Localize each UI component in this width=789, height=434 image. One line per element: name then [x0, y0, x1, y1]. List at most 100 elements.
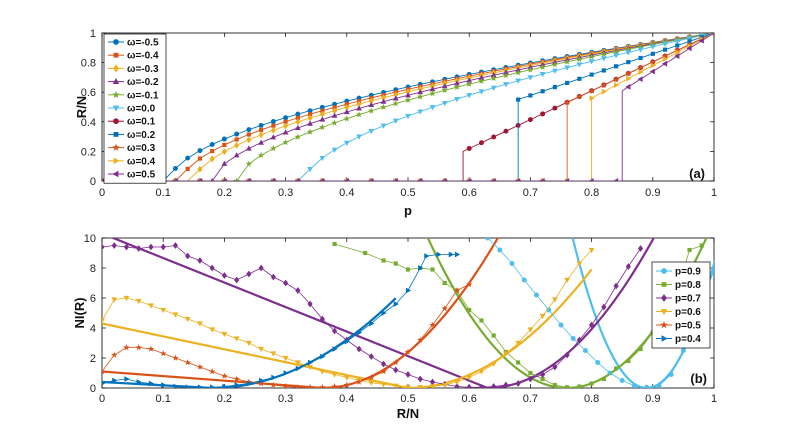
panel-b-point [516, 360, 521, 365]
panel-b-point [111, 297, 118, 303]
panel-b-point [233, 336, 240, 342]
panel-b-point [392, 359, 399, 366]
panel-a-point [588, 87, 595, 94]
panel-a-point [246, 145, 252, 151]
panel-a-point [662, 47, 668, 52]
panel-a-point [392, 178, 398, 181]
panel-b-point [381, 258, 386, 263]
panel-b-point [380, 360, 387, 368]
panel-a-point [540, 111, 546, 117]
panel-a-point [270, 118, 276, 124]
panel-b-x-tick-label: 0.4 [339, 393, 354, 405]
panel-a-point [637, 47, 644, 53]
panel-a-point [515, 78, 522, 84]
legend-marker [112, 105, 120, 112]
panel-a-point [564, 65, 570, 71]
panel-b-point [355, 378, 363, 385]
legend-marker [113, 52, 119, 58]
legend-marker [660, 321, 668, 329]
panel-b-point [320, 353, 326, 360]
panel-b-point [246, 340, 252, 347]
panel-a-point [441, 178, 447, 181]
panel-b-point [521, 277, 527, 283]
panel-b: 0 0.1 0.2 0.3 0.4 0.5 0.6 0.7 0.8 0.9 1 0 2 4 6 8 10 R/… [72, 233, 717, 421]
panel-a-point [331, 107, 338, 115]
panel-a-point [674, 53, 680, 59]
panel-a-point [344, 103, 350, 111]
panel-a-point [417, 178, 423, 181]
panel-a-point [478, 140, 484, 146]
legend-label: ω=-0.1 [127, 90, 159, 101]
panel-b-point [331, 383, 338, 388]
panel-b-point [588, 247, 595, 254]
panel-a-point [551, 61, 559, 68]
panel-a-point [612, 48, 620, 55]
panel-b-point [308, 359, 314, 366]
panel-a-point [650, 62, 656, 69]
panel-b-point [148, 243, 154, 251]
panel-b-x-tick-label: 0.7 [523, 393, 538, 405]
panel-a-point [626, 60, 631, 65]
panel-a-point [392, 100, 399, 107]
panel-b-point [234, 276, 240, 284]
panel-a-point [319, 116, 326, 122]
panel-b-point [539, 313, 546, 320]
panel-a-point [600, 56, 607, 62]
panel-b-point [112, 377, 118, 384]
panel-b-point [245, 378, 253, 385]
panel-b-point [448, 251, 454, 258]
panel-b-point [393, 261, 398, 266]
panel-b-fit-line [102, 322, 409, 388]
panel-a-point [637, 64, 644, 71]
panel-a-legend-item: ω=0.3 [108, 143, 156, 154]
legend-marker [113, 157, 120, 165]
panel-b-point [576, 336, 582, 344]
panel-a-point [589, 95, 595, 101]
panel-a-point [380, 103, 387, 110]
panel-b-point [565, 385, 570, 388]
panel-b-point [270, 273, 276, 281]
panel-b-point [466, 375, 473, 381]
panel-a-point [234, 131, 240, 137]
panel-a-point [233, 152, 240, 158]
panel-b-point [552, 363, 558, 371]
panel-b-point [601, 376, 606, 382]
panel-b-point [558, 322, 564, 328]
legend-marker [112, 90, 120, 98]
panel-a-point [429, 90, 436, 97]
legend-marker [112, 143, 120, 151]
panel-b-series-line [487, 238, 714, 388]
panel-a-point [197, 165, 203, 173]
panel-b-point [527, 375, 533, 383]
panel-a-point [185, 155, 191, 161]
panel-a-point [271, 123, 276, 128]
panel-b-point [491, 383, 497, 388]
panel-a-point [307, 167, 313, 173]
panel-b-point [589, 381, 594, 386]
panel-b-point [509, 261, 515, 266]
panel-a-point [258, 131, 264, 139]
panel-b-series-6 [102, 251, 461, 388]
panel-a-point [466, 77, 473, 83]
panel-a-y-tick-label: 0 [90, 176, 96, 188]
panel-b-legend-item: p=0.4 [656, 334, 701, 345]
panel-b-point [135, 344, 142, 351]
panel-a-legend: ω=-0.5 ω=-0.4 ω=-0.3 ω=-0.2 ω=-0.1 ω=0.0 ω=0.1… [103, 33, 167, 184]
panel-b-point [111, 351, 118, 358]
panel-b-point [124, 376, 130, 382]
panel-b-y-tick-label: 2 [90, 353, 96, 365]
panel-b-point [356, 345, 362, 353]
panel-b-point [319, 315, 325, 323]
panel-a-point [576, 93, 583, 100]
legend-label: ω=-0.2 [127, 77, 159, 88]
panel-a-point [710, 33, 714, 35]
panel-a-point [356, 105, 362, 111]
legend-marker [661, 268, 667, 274]
panel-b-point [637, 245, 644, 252]
panel-a-point [661, 60, 668, 67]
panel-a-point [441, 86, 448, 94]
panel-b-x-tick-label: 0.1 [156, 393, 171, 405]
panel-a-point [320, 108, 325, 113]
panel-b-point [625, 263, 631, 270]
panel-a-point [626, 75, 632, 82]
